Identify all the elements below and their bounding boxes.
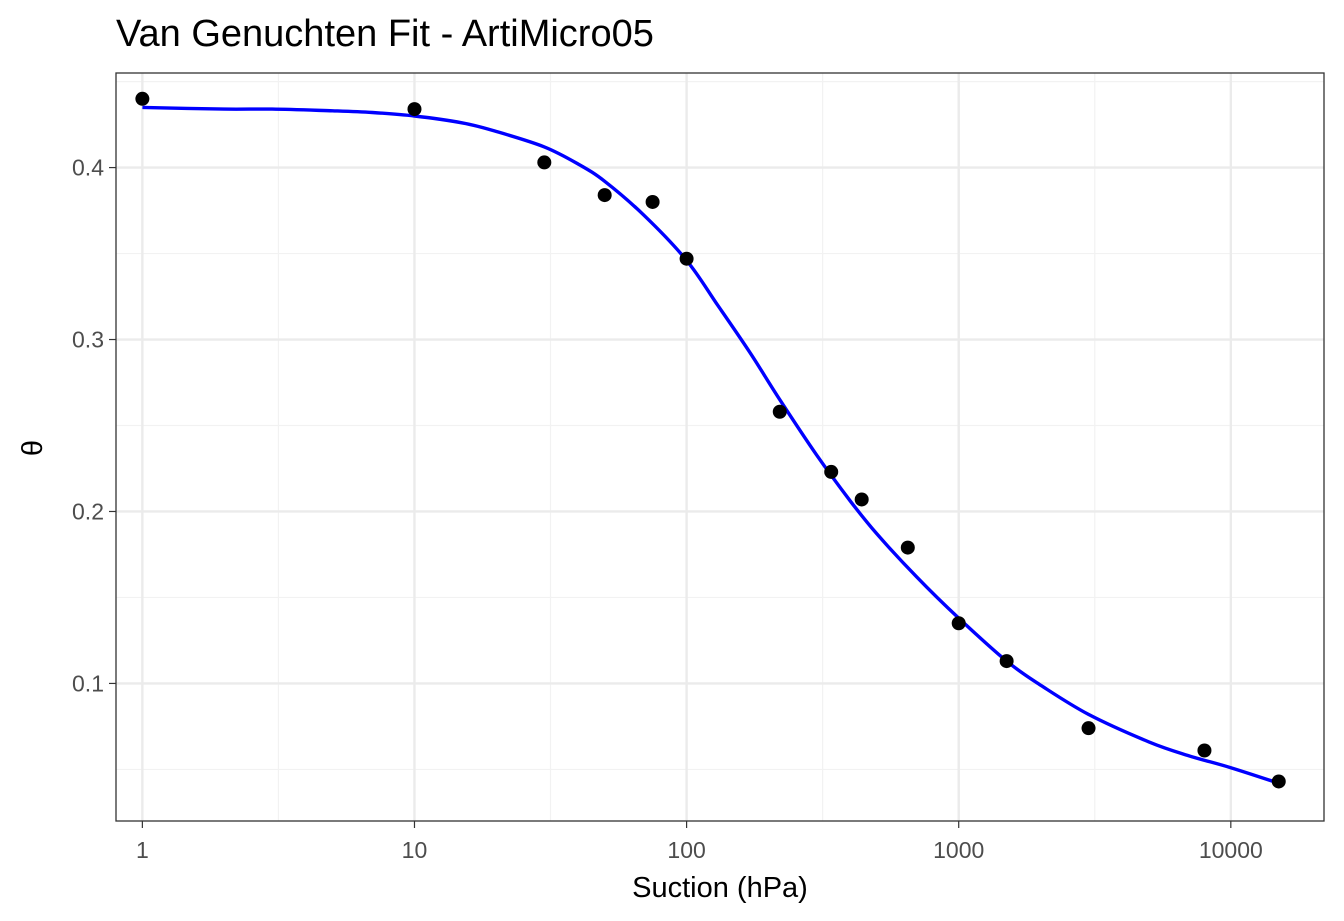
data-point <box>999 654 1014 669</box>
data-point <box>951 616 966 631</box>
y-tick-label: 0.1 <box>72 670 104 696</box>
x-tick-label: 100 <box>667 837 705 863</box>
fitted-curve <box>142 105 1280 785</box>
panel-border <box>115 72 1325 822</box>
y-tick-label: 0.3 <box>72 327 104 353</box>
data-point <box>1081 721 1096 736</box>
grid <box>116 73 1324 821</box>
fitted-curve-layer <box>142 105 1280 785</box>
x-tick-label: 10000 <box>1199 837 1263 863</box>
y-tick-label: 0.2 <box>72 498 104 524</box>
data-point <box>537 155 552 170</box>
y-tick-label: 0.4 <box>72 155 104 181</box>
x-tick-label: 10 <box>402 837 428 863</box>
data-point <box>1271 774 1286 789</box>
data-point <box>854 492 869 507</box>
data-point <box>900 540 915 555</box>
data-point <box>824 464 839 479</box>
y-axis: 0.1 0.2 0.3 0.4 <box>72 155 116 696</box>
x-axis-label: Suction (hPa) <box>632 872 808 904</box>
data-point <box>597 188 612 203</box>
x-tick-label: 1000 <box>933 837 984 863</box>
data-points-layer <box>135 91 1286 789</box>
x-axis: 1 10 100 1000 10000 <box>136 821 1263 863</box>
data-point <box>679 251 694 266</box>
data-point <box>645 194 660 209</box>
chart-title: Van Genuchten Fit - ArtiMicro05 <box>116 13 654 55</box>
y-axis-label: θ <box>17 440 49 456</box>
data-point <box>1197 743 1212 758</box>
x-tick-label: 1 <box>136 837 149 863</box>
data-point <box>772 404 787 419</box>
data-point <box>407 102 422 117</box>
data-point <box>135 91 150 106</box>
